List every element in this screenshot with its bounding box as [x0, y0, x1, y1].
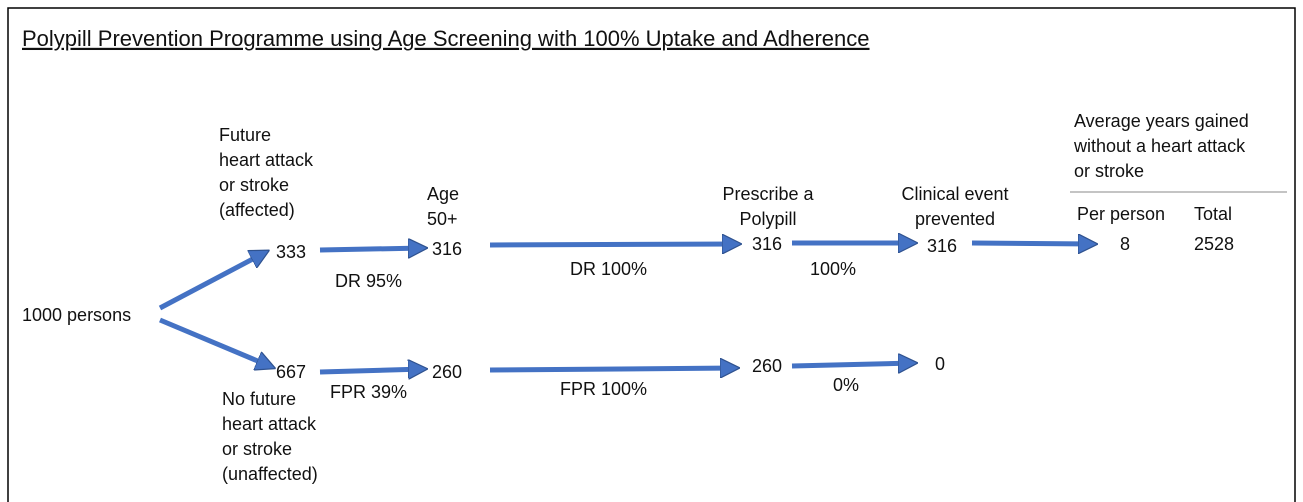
frame — [7, 7, 1296, 502]
title: Polypill Prevention Programme using Age … — [22, 26, 870, 51]
header-line: heart attack — [222, 414, 317, 434]
arrow — [158, 252, 266, 311]
count: 316 — [752, 234, 782, 254]
header-line: Prescribe a — [722, 184, 814, 204]
count: 260 — [752, 356, 782, 376]
header-line: or stroke — [219, 175, 289, 195]
header-line: Future — [219, 125, 271, 145]
arrow — [971, 243, 1094, 244]
arrow — [319, 248, 424, 250]
column-header: Per person — [1077, 204, 1165, 224]
arrow — [159, 317, 272, 367]
header-line: (affected) — [219, 200, 295, 220]
arrows — [158, 243, 1094, 372]
years-value: 8 — [1120, 234, 1130, 254]
header-line: 50+ — [427, 209, 458, 229]
header-line: or stroke — [1074, 161, 1144, 181]
rate: 100% — [810, 259, 856, 279]
count: 260 — [432, 362, 462, 382]
header-line: Polypill — [739, 209, 796, 229]
count: 316 — [927, 236, 957, 256]
header-line: Clinical event — [901, 184, 1008, 204]
header-line: Age — [427, 184, 459, 204]
count: 667 — [276, 362, 306, 382]
header-line: No future — [222, 389, 296, 409]
start-label: 1000 persons — [22, 305, 131, 325]
count: 0 — [935, 354, 945, 374]
header-line: Average years gained — [1074, 111, 1249, 131]
rate: DR 100% — [570, 259, 647, 279]
rate: FPR 39% — [330, 382, 407, 402]
header-line: or stroke — [222, 439, 292, 459]
arrow — [489, 368, 736, 370]
years-value: 2528 — [1194, 234, 1234, 254]
header-line: prevented — [915, 209, 995, 229]
header-line: (unaffected) — [222, 464, 318, 484]
count: 333 — [276, 242, 306, 262]
header-line: heart attack — [219, 150, 314, 170]
arrow — [791, 363, 914, 366]
rate: 0% — [833, 375, 859, 395]
rate: DR 95% — [335, 271, 402, 291]
rate: FPR 100% — [560, 379, 647, 399]
arrow — [319, 369, 424, 372]
arrow — [489, 244, 738, 245]
column-header: Total — [1194, 204, 1232, 224]
count: 316 — [432, 239, 462, 259]
header-line: without a heart attack — [1073, 136, 1246, 156]
